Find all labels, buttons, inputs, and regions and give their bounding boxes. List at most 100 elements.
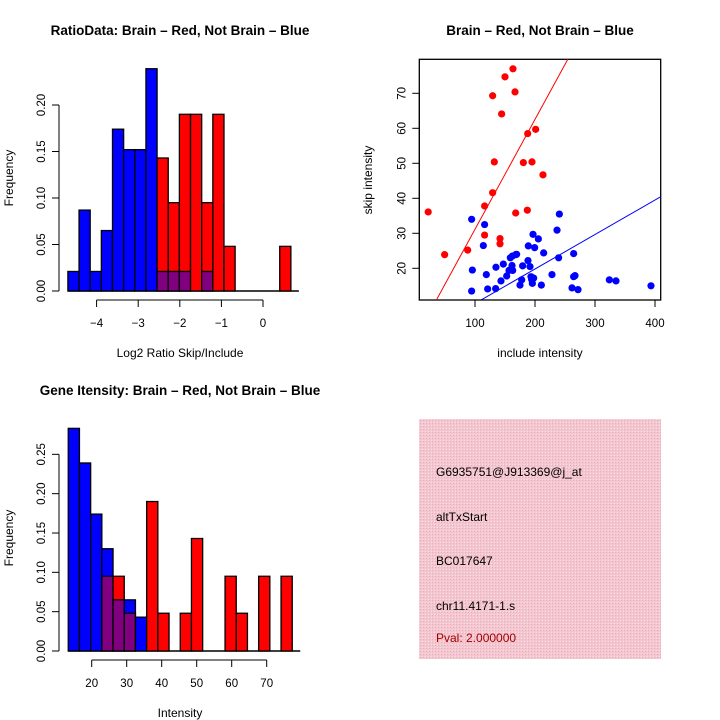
not-brain-point (484, 285, 492, 293)
y-tick-label: 70 (396, 87, 408, 100)
not-brain-point (519, 262, 527, 270)
not-brain-bar (67, 427, 81, 652)
not-brain-bar (122, 148, 136, 292)
brain-bar (224, 575, 237, 652)
overlap-bar (167, 270, 181, 292)
x-tick-label: 300 (585, 318, 604, 330)
x-tick-label: 40 (155, 678, 168, 690)
x-tick-label: −3 (132, 318, 145, 330)
x-tick-label: 100 (465, 318, 484, 330)
y-tick-label: 0.25 (36, 443, 48, 465)
y-tick-label: 60 (396, 122, 408, 135)
not-brain-bar (100, 229, 114, 292)
brain-bar (257, 575, 271, 652)
brain-point (496, 234, 504, 243)
not-brain-point (553, 226, 561, 234)
y-tick-label: 0.10 (36, 561, 48, 583)
brain-bar (279, 245, 292, 292)
brain-point (523, 206, 531, 214)
brain-point (481, 231, 489, 239)
overlap-bar (101, 575, 114, 652)
brain-bar (212, 113, 225, 292)
brain-point (489, 92, 497, 100)
not-brain-point (518, 276, 526, 284)
brain-point (539, 171, 547, 179)
not-brain-bar (134, 616, 148, 652)
genomic-location: chr11.4171-1.s (436, 599, 515, 613)
not-brain-point (497, 277, 505, 285)
not-brain-point (537, 281, 545, 289)
y-tick-label: 50 (396, 157, 408, 170)
brain-point (519, 159, 527, 167)
not-brain-point (612, 277, 620, 285)
not-brain-point (531, 244, 539, 252)
not-brain-bar (145, 68, 158, 292)
brain-point (490, 158, 498, 166)
y-tick-label: 30 (396, 227, 408, 240)
not-brain-point (534, 235, 542, 243)
x-tick-label: 50 (190, 678, 203, 690)
not-brain-point (555, 210, 563, 218)
info-panel: G6935751@J913369@j_at altTxStart BC01764… (419, 419, 661, 659)
overlap-bar (201, 270, 214, 292)
x-tick-label: 0 (260, 318, 266, 330)
chart-title: RatioData: Brain – Red, Not Brain – Blue (51, 23, 310, 38)
not-brain-bar (134, 148, 147, 292)
brain-bar (189, 113, 203, 292)
y-tick-label: 0.15 (36, 140, 48, 162)
not-brain-point (468, 215, 476, 223)
x-tick-label: 20 (85, 678, 98, 690)
y-tick-label: 0.10 (36, 187, 48, 209)
not-brain-point (570, 250, 578, 258)
brain-point (496, 240, 504, 248)
not-brain-point (571, 272, 579, 280)
accession: BC017647 (436, 554, 493, 568)
not-brain-point (529, 230, 537, 238)
ratio-histogram: RatioData: Brain – Red, Not Brain – Blue… (2, 23, 310, 360)
brain-bar (178, 113, 192, 292)
brain-bar (157, 612, 170, 652)
not-brain-point (481, 220, 489, 229)
not-brain-point (647, 282, 655, 290)
not-brain-point (524, 242, 532, 250)
not-brain-point (574, 286, 582, 294)
y-axis-label: Frequency (2, 510, 16, 567)
brain-bar (190, 537, 204, 652)
not-brain-bar (67, 270, 80, 292)
x-tick-label: 30 (120, 678, 133, 690)
y-tick-label: 40 (396, 192, 408, 205)
brain-point (424, 208, 432, 216)
not-brain-point (605, 276, 613, 284)
not-brain-point (509, 266, 517, 274)
chart-title: Brain – Red, Not Brain – Blue (446, 23, 634, 38)
not-brain-bar (89, 270, 102, 292)
not-brain-point (482, 271, 490, 279)
x-tick-label: 200 (525, 318, 544, 330)
x-axis-label: include intensity (497, 346, 582, 360)
brain-point (528, 158, 536, 166)
not-brain-point (524, 257, 532, 265)
not-brain-bar (78, 209, 91, 292)
brain-point (509, 65, 517, 73)
brain-point (498, 110, 506, 118)
y-axis-label: Frequency (2, 150, 16, 207)
info-panel-background (419, 419, 661, 659)
y-tick-label: 0.20 (36, 94, 48, 116)
y-tick-label: 0.00 (36, 640, 48, 662)
brain-bar (145, 500, 159, 652)
intensity-histogram: Gene Itensity: Brain – Red, Not Brain – … (2, 383, 321, 720)
not-brain-bar (78, 462, 92, 652)
not-brain-point (540, 249, 548, 257)
x-tick-label: 60 (225, 678, 238, 690)
x-tick-label: −1 (215, 318, 228, 330)
x-tick-label: −4 (90, 318, 104, 330)
overlap-bar (123, 612, 137, 652)
probe-id: G6935751@J913369@j_at (436, 465, 582, 479)
brain-point (441, 251, 449, 259)
chart-title: Gene Itensity: Brain – Red, Not Brain – … (40, 383, 321, 398)
overlap-bar (178, 270, 192, 292)
x-tick-label: −2 (173, 318, 186, 330)
brain-point (481, 202, 489, 210)
y-tick-label: 0.20 (36, 482, 48, 504)
